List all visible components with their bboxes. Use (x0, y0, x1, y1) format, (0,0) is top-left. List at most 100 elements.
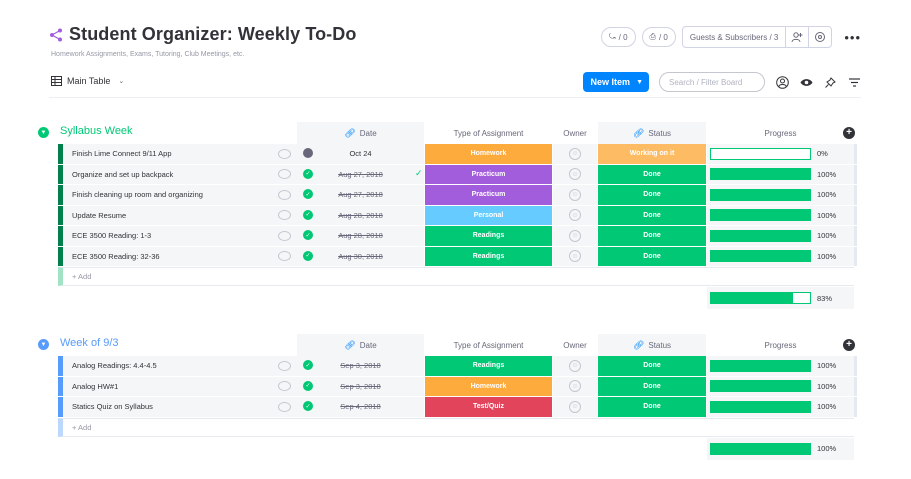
owner-cell[interactable]: ☺ (553, 397, 597, 417)
updates-cell[interactable] (271, 164, 297, 184)
item-name[interactable]: ECE 3500 Reading: 32-36 (58, 246, 298, 266)
avatar-icon[interactable]: ☺ (569, 229, 581, 242)
assignment-type-label[interactable]: Homework (425, 376, 552, 396)
comment-icon[interactable] (277, 251, 291, 262)
assignment-type-label[interactable]: Test/Quiz (425, 397, 552, 417)
assignment-type-label[interactable]: Readings (425, 226, 552, 246)
comment-icon[interactable] (277, 401, 291, 412)
new-item-button[interactable]: New Item ▼ (582, 72, 649, 92)
assignment-type-label[interactable]: Practicum (425, 185, 552, 205)
status-label[interactable]: Done (598, 376, 706, 396)
updates-cell[interactable] (271, 376, 297, 396)
add-item-input[interactable]: + Add (58, 267, 854, 286)
owner-cell[interactable]: ☺ (553, 164, 597, 184)
add-column-icon[interactable]: + (843, 339, 855, 351)
share-icon[interactable] (49, 28, 63, 42)
comment-icon[interactable] (277, 189, 291, 200)
date-cell[interactable]: Aug 28, 2018 (297, 205, 424, 225)
avatar-icon[interactable]: ☺ (569, 359, 581, 372)
column-header-owner[interactable]: Owner (553, 122, 597, 144)
chevron-down-icon[interactable]: ▼ (636, 78, 643, 86)
updates-cell[interactable] (271, 226, 297, 246)
status-label[interactable]: Done (598, 164, 706, 184)
add-item-input[interactable]: + Add (58, 417, 854, 437)
column-header-date[interactable]: 🔗︎ Date (297, 334, 424, 356)
filter-icon[interactable] (847, 75, 861, 89)
updates-cell[interactable] (271, 185, 297, 205)
status-label[interactable]: Done (598, 205, 706, 225)
comment-icon[interactable] (277, 360, 291, 371)
invite-members-icon[interactable] (786, 31, 808, 43)
owner-cell[interactable]: ☺ (553, 226, 597, 246)
column-header-type[interactable]: Type of Assignment (425, 122, 552, 144)
status-label[interactable]: Done (598, 356, 706, 376)
date-cell[interactable]: Aug 27, 2018 (297, 164, 424, 184)
assignment-type-label[interactable]: Homework (425, 144, 552, 164)
item-name[interactable]: Update Resume (58, 205, 298, 225)
updates-cell[interactable] (271, 246, 297, 266)
owner-cell[interactable]: ☺ (553, 356, 597, 376)
eye-icon[interactable] (799, 75, 813, 89)
guests-subscribers-button[interactable]: Guests & Subscribers / 3 (689, 32, 779, 42)
assignment-type-label[interactable]: Personal (425, 205, 552, 225)
updates-cell[interactable] (271, 356, 297, 376)
group-title[interactable]: Week of 9/3 (60, 337, 119, 349)
item-name[interactable]: Finish Lime Connect 9/11 App (58, 144, 298, 164)
avatar-icon[interactable]: ☺ (569, 168, 581, 181)
search-filter-input[interactable]: Search / Filter Board (659, 72, 765, 92)
column-header-progress[interactable]: Progress (707, 122, 854, 144)
status-label[interactable]: Done (598, 397, 706, 417)
activity-button[interactable]: ⤿ / 0 (600, 27, 636, 47)
column-header-date[interactable]: 🔗︎ Date (297, 122, 424, 144)
chevron-down-icon[interactable]: ▼ (38, 127, 49, 138)
avatar-icon[interactable]: ☺ (569, 188, 581, 201)
pin-icon[interactable] (823, 75, 837, 89)
column-header-type[interactable]: Type of Assignment (425, 334, 552, 356)
board-title[interactable]: Student Organizer: Weekly To-Do (69, 24, 357, 44)
comment-icon[interactable] (277, 210, 291, 221)
date-cell[interactable]: Sep 3, 2018 (297, 376, 424, 396)
assignment-type-label[interactable]: Practicum (425, 164, 552, 184)
view-selector[interactable]: Main Table ⌄ (51, 76, 124, 86)
column-header-progress[interactable]: Progress (707, 334, 854, 356)
owner-cell[interactable]: ☺ (553, 205, 597, 225)
date-cell[interactable]: Aug 28, 2018 (297, 226, 424, 246)
avatar-icon[interactable]: ☺ (569, 400, 581, 413)
comment-icon[interactable] (277, 230, 291, 241)
owner-cell[interactable]: ☺ (553, 144, 597, 164)
person-filter-icon[interactable] (775, 75, 789, 89)
item-name[interactable]: Organize and set up backpack (58, 164, 298, 184)
chevron-down-icon[interactable]: ▼ (38, 339, 49, 350)
integrations-icon[interactable] (809, 31, 831, 43)
column-header-owner[interactable]: Owner (553, 334, 597, 356)
item-name[interactable]: Analog HW#1 (58, 376, 298, 396)
item-name[interactable]: ECE 3500 Reading: 1-3 (58, 226, 298, 246)
assignment-type-label[interactable]: Readings (425, 246, 552, 266)
status-label[interactable]: Done (598, 246, 706, 266)
date-cell[interactable]: Aug 27, 2018 (297, 185, 424, 205)
comment-icon[interactable] (277, 381, 291, 392)
owner-cell[interactable]: ☺ (553, 185, 597, 205)
avatar-icon[interactable]: ☺ (569, 209, 581, 222)
updates-button[interactable]: ⎙ / 0 (641, 27, 676, 47)
avatar-icon[interactable]: ☺ (569, 147, 581, 160)
item-name[interactable]: Analog Readings: 4.4-4.5 (58, 356, 298, 376)
comment-icon[interactable] (277, 169, 291, 180)
avatar-icon[interactable]: ☺ (569, 380, 581, 393)
column-header-status[interactable]: 🔗︎ Status (598, 334, 706, 356)
item-name[interactable]: Statics Quiz on Syllabus (58, 397, 298, 417)
date-cell[interactable]: Aug 30, 2018 (297, 246, 424, 266)
status-label[interactable]: Done (598, 226, 706, 246)
date-cell[interactable]: Sep 4, 2018 (297, 397, 424, 417)
status-label[interactable]: Working on it (598, 144, 706, 164)
updates-cell[interactable] (271, 397, 297, 417)
group-title[interactable]: Syllabus Week (60, 125, 133, 137)
item-name[interactable]: Finish cleaning up room and organizing (58, 185, 298, 205)
add-column-icon[interactable]: + (843, 127, 855, 139)
status-label[interactable]: Done (598, 185, 706, 205)
owner-cell[interactable]: ☺ (553, 246, 597, 266)
date-cell[interactable]: Sep 3, 2018 (297, 356, 424, 376)
date-cell[interactable]: Oct 24 (297, 144, 424, 164)
comment-icon[interactable] (277, 148, 291, 159)
assignment-type-label[interactable]: Readings (425, 356, 552, 376)
